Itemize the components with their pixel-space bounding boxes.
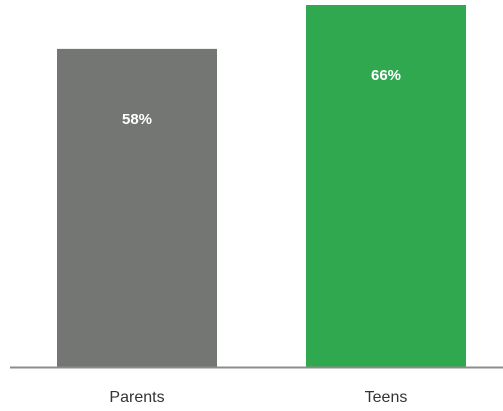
category-label-teens: Teens (365, 389, 408, 406)
value-label-parents: 58% (122, 111, 152, 128)
bars-group (57, 5, 466, 368)
bar-parents (57, 48, 217, 368)
category-labels-group: Parents Teens (109, 389, 407, 406)
value-label-teens: 66% (371, 67, 401, 84)
category-label-parents: Parents (109, 389, 164, 406)
value-labels-group: 58% 66% (122, 67, 401, 128)
bar-teens (306, 5, 466, 367)
